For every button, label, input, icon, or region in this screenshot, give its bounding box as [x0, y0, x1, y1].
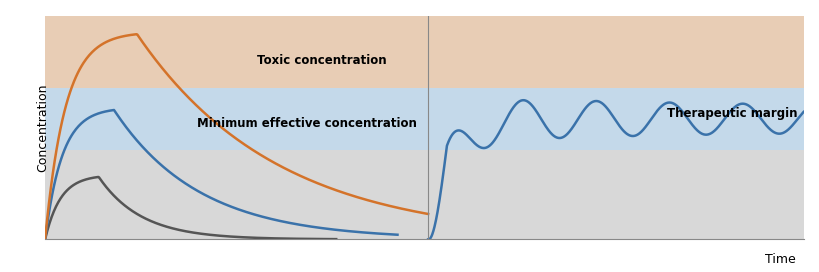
Text: Time: Time	[764, 253, 795, 266]
Y-axis label: Concentration: Concentration	[36, 84, 49, 172]
Text: Therapeutic margin: Therapeutic margin	[667, 107, 797, 120]
Text: Minimum effective concentration: Minimum effective concentration	[197, 117, 416, 130]
Bar	[45, 150, 803, 239]
Bar	[45, 16, 803, 88]
Bar	[45, 88, 803, 150]
Text: Toxic concentration: Toxic concentration	[257, 54, 387, 67]
